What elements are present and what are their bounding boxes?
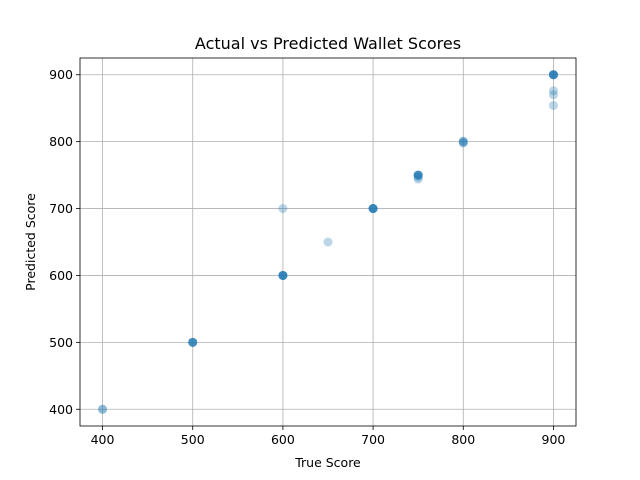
scatter-point — [278, 204, 288, 214]
y-axis-label: Predicted Score — [23, 193, 38, 291]
scatter-point — [188, 337, 198, 347]
scatter-point — [413, 170, 423, 180]
scatter-point — [458, 136, 468, 146]
x-tick-label: 400 — [91, 432, 115, 447]
scatter-point — [413, 174, 423, 184]
scatter-point — [458, 137, 468, 147]
x-tick-label: 700 — [361, 432, 385, 447]
scatter-point — [278, 270, 288, 280]
scatter-point — [368, 204, 378, 214]
scatter-point — [323, 237, 333, 247]
scatter-point — [548, 70, 558, 80]
scatter-point — [188, 337, 198, 347]
x-tick-label: 900 — [542, 432, 566, 447]
scatter-point — [413, 170, 423, 180]
x-axis-label: True Score — [294, 455, 361, 470]
x-tick-label: 600 — [271, 432, 295, 447]
y-tick-label: 500 — [49, 335, 73, 350]
plot-frame — [79, 57, 577, 427]
scatter-point — [548, 101, 558, 111]
scatter-point — [458, 137, 468, 147]
scatter-point — [188, 337, 198, 347]
x-tick-label: 800 — [451, 432, 475, 447]
scatter-point — [413, 172, 423, 182]
x-tick-label: 500 — [181, 432, 205, 447]
y-tick-label: 400 — [49, 402, 73, 417]
scatter-point — [413, 170, 423, 180]
scatter-point — [548, 70, 558, 80]
scatter-point — [548, 70, 558, 80]
y-tick-label: 800 — [49, 134, 73, 149]
scatter-point — [548, 70, 558, 80]
scatter-point — [548, 70, 558, 80]
scatter-point — [368, 204, 378, 214]
scatter-point — [278, 270, 288, 280]
scatter-point — [188, 337, 198, 347]
scatter-point — [278, 270, 288, 280]
scatter-point — [458, 138, 468, 148]
y-tick-label: 600 — [49, 268, 73, 283]
scatter-point — [368, 204, 378, 214]
axis-ticks: 400 500 600 700 800 900 400 500 600 700 800 900 — [49, 67, 565, 447]
scatter-point — [548, 90, 558, 100]
scatter-point — [98, 404, 108, 414]
grid-lines — [80, 58, 576, 426]
y-tick-label: 900 — [49, 67, 73, 82]
y-tick-label: 700 — [49, 201, 73, 216]
scatter-point — [368, 204, 378, 214]
scatter-point — [368, 204, 378, 214]
scatter-point — [548, 70, 558, 80]
scatter-point — [278, 270, 288, 280]
scatter-point — [413, 170, 423, 180]
scatter-point — [278, 270, 288, 280]
scatter-point — [98, 404, 108, 414]
data-points — [98, 70, 558, 414]
scatter-point — [278, 270, 288, 280]
scatter-point — [188, 337, 198, 347]
chart-title: Actual vs Predicted Wallet Scores — [195, 34, 461, 53]
scatter-point — [548, 86, 558, 96]
scatter-point — [368, 204, 378, 214]
scatter-point — [413, 170, 423, 180]
